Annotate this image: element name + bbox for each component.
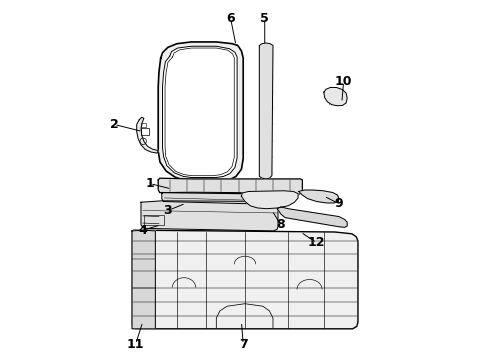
Polygon shape <box>324 87 347 106</box>
Text: 6: 6 <box>226 12 235 25</box>
Text: 11: 11 <box>127 338 145 351</box>
Text: 5: 5 <box>260 12 269 25</box>
Bar <box>144 215 164 225</box>
Polygon shape <box>162 192 277 204</box>
Polygon shape <box>163 46 237 177</box>
Text: 8: 8 <box>276 218 285 231</box>
Text: 12: 12 <box>308 236 325 249</box>
Polygon shape <box>132 230 358 329</box>
Text: 1: 1 <box>146 177 154 190</box>
Polygon shape <box>141 201 278 231</box>
Polygon shape <box>132 230 155 329</box>
Text: 9: 9 <box>334 197 343 210</box>
Text: 2: 2 <box>110 118 119 131</box>
Polygon shape <box>277 207 347 227</box>
Polygon shape <box>137 117 158 153</box>
Polygon shape <box>242 191 298 209</box>
Text: 10: 10 <box>335 75 352 88</box>
Text: 3: 3 <box>164 204 172 217</box>
Bar <box>141 123 147 127</box>
Polygon shape <box>158 178 302 194</box>
Polygon shape <box>158 42 243 181</box>
Bar <box>141 129 149 135</box>
Text: 4: 4 <box>138 224 147 237</box>
Polygon shape <box>299 190 339 203</box>
Polygon shape <box>259 43 273 179</box>
Text: 7: 7 <box>239 338 247 351</box>
